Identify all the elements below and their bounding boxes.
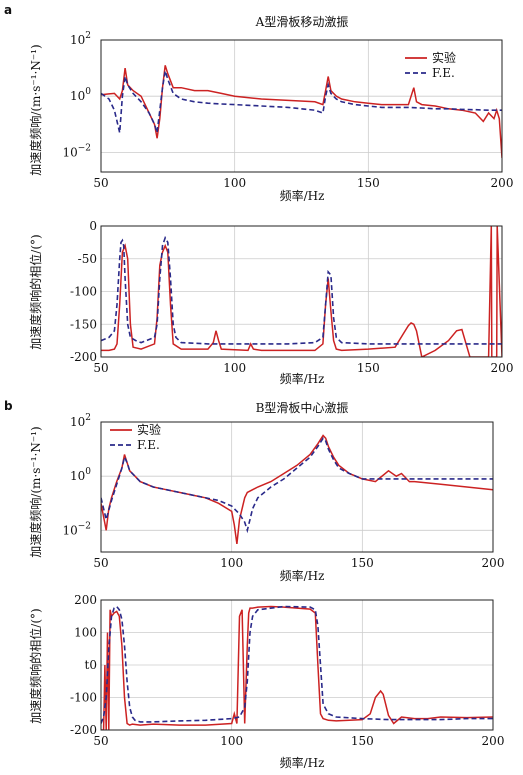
y-tick-label: 102	[70, 31, 91, 47]
panel-label-a: a	[4, 3, 12, 17]
chart-title: B型滑板中心激振	[256, 400, 349, 415]
y-tick-label: 10−2	[62, 521, 91, 537]
y-tick-label: 100	[70, 467, 91, 483]
x-tick-label: 150	[357, 176, 380, 190]
chart-b-magnitude: B型滑板中心激振 频率/Hz 加速度频响/(m·s⁻¹·N⁻¹) 50 100 15…	[28, 400, 504, 583]
x-axis-label: 频率/Hz	[280, 188, 325, 203]
x-tick-label: 150	[357, 361, 380, 375]
y-tick-label: 100	[70, 87, 91, 103]
x-tick-label: 200	[482, 556, 505, 570]
y-tick-label: 102	[70, 413, 91, 429]
y-axis-label: 加速度频响的相位/(°)	[28, 234, 43, 349]
chart-a-phase: 频率/Hz 加速度频响的相位/(°) 50 100 150 200 0 -50 -100 -1…	[28, 219, 513, 386]
plot-frame	[100, 599, 494, 731]
legend-label-fe: F.E.	[137, 438, 160, 452]
y-tick-label: -100	[70, 691, 97, 705]
x-tick-label: 200	[491, 361, 514, 375]
y-tick-label: -200	[70, 350, 97, 364]
legend-label-exp: 实验	[137, 422, 161, 437]
x-tick-label: 200	[491, 176, 514, 190]
x-tick-label: 100	[220, 734, 243, 748]
x-tick-label: 50	[93, 734, 108, 748]
series-line-fe	[101, 70, 502, 133]
legend: 实验F.E.	[110, 422, 161, 452]
x-tick-label: 50	[93, 361, 108, 375]
plot-frame	[100, 421, 494, 553]
y-tick-label: t0	[85, 658, 97, 672]
x-tick-label: 50	[93, 556, 108, 570]
series-line-fe	[101, 437, 493, 534]
x-tick-label: 50	[93, 176, 108, 190]
y-tick-label: -150	[70, 317, 97, 331]
chart-a-magnitude: A型滑板移动激振 频率/Hz 加速度频响/(m·s⁻¹·N⁻¹) 50 100 15…	[28, 15, 513, 203]
x-axis-label: 频率/Hz	[280, 568, 325, 583]
x-axis-label: 频率/Hz	[280, 755, 325, 770]
x-tick-label: 200	[482, 734, 505, 748]
y-tick-label: 0	[89, 219, 97, 233]
series-line-exp	[101, 226, 502, 357]
x-tick-label: 150	[351, 556, 374, 570]
chart-title: A型滑板移动激振	[255, 15, 349, 29]
series-line-fe	[101, 235, 502, 345]
legend: 实验F.E.	[405, 50, 456, 80]
x-tick-label: 100	[220, 556, 243, 570]
y-tick-label: 200	[74, 593, 97, 607]
x-tick-label: 150	[351, 734, 374, 748]
y-tick-label: -200	[70, 723, 97, 737]
series-line-exp	[101, 605, 493, 730]
x-tick-label: 100	[223, 176, 246, 190]
panel-label-b: b	[4, 399, 13, 413]
y-tick-label: 10−2	[62, 143, 91, 159]
legend-label-fe: F.E.	[432, 66, 455, 80]
x-tick-label: 100	[223, 361, 246, 375]
plot-frame	[100, 39, 503, 173]
x-axis-label: 频率/Hz	[280, 371, 325, 386]
y-axis-label: 加速度频响/(m·s⁻¹·N⁻¹)	[28, 44, 43, 175]
y-tick-label: 100	[74, 626, 97, 640]
chart-b-phase: 频率/Hz 加速度频响的相位/(°) 50 100 150 200 200 100 t0 -1…	[28, 593, 504, 770]
y-tick-label: -100	[70, 285, 97, 299]
y-axis-label: 加速度频响的相位/(°)	[28, 608, 43, 723]
series-line-fe	[101, 605, 493, 724]
legend-label-exp: 实验	[432, 50, 456, 65]
plot-frame	[100, 225, 503, 358]
y-axis-label: 加速度频响/(m·s⁻¹·N⁻¹)	[28, 426, 43, 557]
y-tick-label: -50	[78, 252, 97, 266]
